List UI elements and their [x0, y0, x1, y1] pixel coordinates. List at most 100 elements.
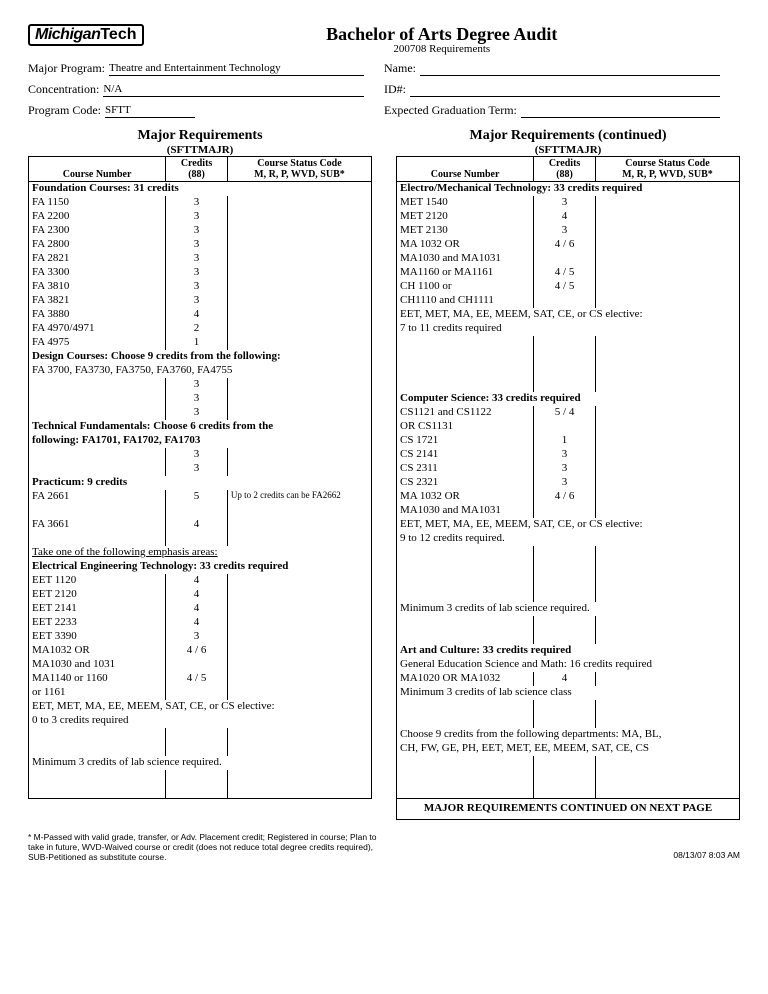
table-row: EET 33903	[29, 630, 372, 644]
info-row-2: Concentration: N/A ID#:	[28, 82, 740, 97]
table-row: CS 23113	[397, 462, 740, 476]
lab-note: Minimum 3 credits of lab science require…	[29, 756, 372, 770]
table-row	[29, 784, 372, 799]
left-title: Major Requirements	[28, 128, 372, 144]
left-group: (SFTTMAJR)	[28, 144, 372, 156]
table-row: FA 28213	[29, 252, 372, 266]
table-row: OR CS1131	[397, 420, 740, 434]
table-row	[397, 546, 740, 560]
table-row: EET 21414	[29, 602, 372, 616]
table-row	[397, 756, 740, 770]
table-row	[397, 770, 740, 784]
section-art-sub: General Education Science and Math: 16 c…	[397, 658, 740, 672]
table-row: FA 36614	[29, 518, 372, 532]
table-row: MA1140 or 11604 / 5	[29, 672, 372, 686]
emt-note: EET, MET, MA, EE, MEEM, SAT, CE, or CS e…	[397, 308, 740, 322]
table-row: CH1110 and CH1111	[397, 294, 740, 308]
table-row: FA 28003	[29, 238, 372, 252]
major-program-label: Major Program:	[28, 61, 105, 76]
cs-note: EET, MET, MA, EE, MEEM, SAT, CE, or CS e…	[397, 518, 740, 532]
table-row	[29, 532, 372, 546]
table-row: MA1020 OR MA10324	[397, 672, 740, 686]
eet-elective-note: EET, MET, MA, EE, MEEM, SAT, CE, or CS e…	[29, 700, 372, 714]
table-row	[397, 364, 740, 378]
logo-tech: Tech	[100, 26, 136, 43]
section-cs: Computer Science: 33 credits required	[397, 392, 740, 406]
table-row: EET 22334	[29, 616, 372, 630]
logo-michigan: Michigan	[35, 26, 100, 43]
th-credits: Credits(88)	[166, 157, 228, 182]
section-eet: Electrical Engineering Technology: 33 cr…	[29, 560, 372, 574]
table-row: FA 38804	[29, 308, 372, 322]
table-row: MA1030 and MA1031	[397, 252, 740, 266]
table-row: CS 23213	[397, 476, 740, 490]
left-column: Major Requirements (SFTTMAJR) Course Num…	[28, 128, 372, 820]
table-row	[397, 350, 740, 364]
expected-label: Expected Graduation Term:	[384, 103, 517, 118]
table-row: MET 15403	[397, 196, 740, 210]
info-row-1: Major Program: Theatre and Entertainment…	[28, 61, 740, 76]
table-row: CS 17211	[397, 434, 740, 448]
info-row-3: Program Code: SFTT Expected Graduation T…	[28, 103, 740, 118]
major-program-value: Theatre and Entertainment Technology	[109, 62, 364, 76]
art-note: Choose 9 credits from the following depa…	[397, 728, 740, 742]
art-lab-note: Minimum 3 credits of lab science class	[397, 686, 740, 700]
table-row: MA 1032 OR4 / 6	[397, 238, 740, 252]
art-note2: CH, FW, GE, PH, EET, MET, EE, MEEM, SAT,…	[397, 742, 740, 756]
right-title: Major Requirements (continued)	[396, 128, 740, 144]
table-row: MA 1032 OR4 / 6	[397, 490, 740, 504]
name-value[interactable]	[420, 74, 720, 76]
table-row	[397, 588, 740, 602]
id-value[interactable]	[410, 95, 720, 97]
table-row: MA1030 and MA1031	[397, 504, 740, 518]
page-header: MichiganTech Bachelor of Arts Degree Aud…	[28, 24, 740, 55]
table-row: MA1030 and 1031	[29, 658, 372, 672]
section-practicum: Practicum: 9 credits	[29, 476, 372, 490]
table-row: CH 1100 or4 / 5	[397, 280, 740, 294]
emphasis-header: Take one of the following emphasis areas…	[29, 546, 372, 560]
table-row: EET 11204	[29, 574, 372, 588]
table-row: FA 4970/49712	[29, 322, 372, 336]
table-header-row: Course Number Credits(88) Course Status …	[29, 157, 372, 182]
continued-note: MAJOR REQUIREMENTS CONTINUED ON NEXT PAG…	[397, 799, 740, 820]
table-row	[397, 574, 740, 588]
table-row: FA 38103	[29, 280, 372, 294]
right-group: (SFTTMAJR)	[396, 144, 740, 156]
table-header-row: Course Number Credits(88) Course Status …	[397, 157, 740, 182]
timestamp: 08/13/07 8:03 AM	[384, 832, 740, 862]
table-row: MA1160 or MA11614 / 5	[397, 266, 740, 280]
table-row: 3	[29, 392, 372, 406]
table-row: FA 33003	[29, 266, 372, 280]
table-row	[397, 630, 740, 644]
table-row	[29, 742, 372, 756]
left-table: Course Number Credits(88) Course Status …	[28, 156, 372, 799]
th-status: Course Status CodeM, R, P, WVD, SUB*	[595, 157, 739, 182]
program-code-value: SFTT	[105, 104, 195, 118]
eet-elective-note2: 0 to 3 credits required	[29, 714, 372, 728]
lab-note-right: Minimum 3 credits of lab science require…	[397, 602, 740, 616]
requirements-columns: Major Requirements (SFTTMAJR) Course Num…	[28, 128, 740, 820]
table-row: FA 11503	[29, 196, 372, 210]
legend: * M-Passed with valid grade, transfer, o…	[28, 832, 384, 862]
section-tech-b: following: FA1701, FA1702, FA1703	[29, 434, 372, 448]
section-foundation: Foundation Courses: 31 credits	[29, 182, 372, 197]
logo: MichiganTech	[28, 24, 144, 46]
id-label: ID#:	[384, 82, 406, 97]
table-row	[29, 728, 372, 742]
expected-value[interactable]	[521, 116, 720, 118]
table-row	[397, 784, 740, 799]
table-row: CS 21413	[397, 448, 740, 462]
section-emt: Electro/Mechanical Technology: 33 credit…	[397, 182, 740, 197]
table-row: FA 26615Up to 2 credits can be FA2662	[29, 490, 372, 504]
table-row	[397, 616, 740, 630]
table-row	[397, 378, 740, 392]
page-subtitle: 200708 Requirements	[144, 43, 741, 55]
table-row: 3	[29, 462, 372, 476]
table-row: FA 22003	[29, 210, 372, 224]
section-design-courses: FA 3700, FA3730, FA3750, FA3760, FA4755	[29, 364, 372, 378]
emt-note2: 7 to 11 credits required	[397, 322, 740, 336]
table-row: 3	[29, 448, 372, 462]
table-row: CS1121 and CS11225 / 4	[397, 406, 740, 420]
name-label: Name:	[384, 61, 416, 76]
th-credits: Credits(88)	[534, 157, 596, 182]
